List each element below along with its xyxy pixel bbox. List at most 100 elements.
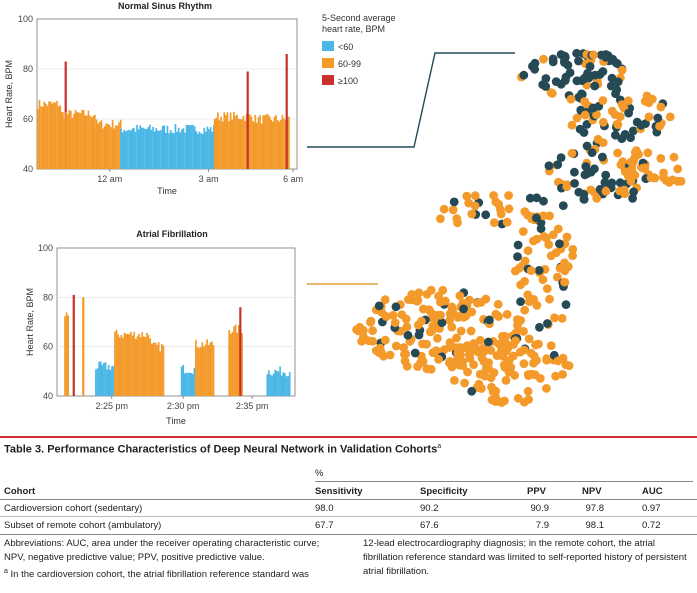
hr-bar	[184, 132, 186, 169]
scatter-point-af	[626, 176, 636, 186]
hr-bar	[189, 125, 191, 169]
scatter-point-af	[436, 214, 445, 224]
hr-bar	[187, 125, 190, 169]
scatter-point-nsr	[437, 318, 447, 328]
hr-bar	[185, 124, 188, 169]
scatter-point-af	[502, 310, 512, 319]
footnote-a-sup: a	[4, 568, 8, 575]
scatter-point-af	[489, 218, 499, 228]
row2-sensitivity: 67.7	[315, 520, 334, 531]
scatter-point-af	[542, 354, 552, 363]
hr-bar	[270, 119, 273, 169]
chart2-gridlines	[57, 296, 295, 348]
legend-label-high: ≥100	[338, 76, 358, 86]
hr-bar	[269, 374, 272, 396]
scatter-point-af	[644, 98, 654, 108]
hr-bar	[249, 114, 251, 169]
hr-bar	[221, 121, 224, 169]
scatter-point-af	[589, 50, 598, 60]
hr-bar	[46, 105, 49, 169]
hr-bar	[165, 132, 167, 169]
scatter-point-af	[380, 335, 390, 345]
scatter-point-af	[523, 246, 533, 256]
scatter-point-nsr	[410, 348, 420, 358]
hr-bar	[121, 132, 124, 169]
hr-bar	[120, 334, 123, 396]
hr-bar	[99, 121, 101, 169]
scatter-point-nsr	[561, 300, 571, 309]
scatter-point-af	[620, 167, 630, 177]
scatter-point-nsr	[572, 48, 581, 58]
chart1-y-label: Heart Rate, BPM	[4, 60, 14, 128]
hr-bar	[272, 121, 274, 169]
hr-bar	[272, 373, 275, 396]
scatter-point-af	[563, 262, 573, 271]
hr-bar	[109, 369, 112, 396]
hr-bar	[203, 346, 205, 396]
footnote-a-line2: 12-lead electrocardiography diagnosis; i…	[363, 538, 656, 549]
hr-bar	[155, 128, 158, 169]
hr-bar	[131, 335, 134, 396]
scatter-point-af	[628, 157, 638, 167]
scatter-point-nsr	[539, 196, 548, 206]
hr-bar	[168, 133, 170, 169]
chart1-bars	[37, 54, 290, 169]
scatter-point-nsr	[601, 170, 611, 180]
hr-bar	[131, 128, 134, 169]
hr-bar	[203, 127, 206, 169]
hr-bar	[95, 369, 97, 396]
hr-bar	[111, 366, 113, 396]
hr-bar	[225, 115, 227, 169]
scatter-point-nsr	[606, 81, 616, 91]
hr-bar	[156, 344, 158, 396]
scatter-point-af	[524, 334, 534, 344]
scatter-point-af	[497, 398, 506, 407]
y-tick-label: 100	[38, 243, 53, 253]
scatter-point-af	[562, 232, 572, 242]
hr-bar	[208, 129, 210, 169]
legend-title-line1: 5-Second average	[322, 13, 396, 23]
scatter-point-af	[620, 189, 630, 199]
hr-bar	[260, 123, 263, 169]
hr-bar	[279, 366, 281, 396]
scatter-point-af	[447, 362, 457, 372]
scatter-point-nsr	[587, 148, 597, 158]
scatter-point-nsr	[556, 79, 566, 89]
scatter-point-af	[561, 360, 571, 370]
hr-bar	[123, 332, 126, 396]
scatter-point-af	[646, 173, 656, 183]
scatter-point-af	[501, 345, 510, 355]
scatter-point-nsr	[485, 315, 494, 325]
hr-bar	[250, 116, 253, 169]
table-top-rule	[0, 436, 697, 438]
scatter-point-af	[460, 378, 469, 388]
scatter-point-nsr	[579, 128, 589, 137]
scatter-point-af	[580, 110, 590, 120]
scatter-point-af	[520, 305, 530, 315]
legend-swatch-high	[322, 75, 334, 85]
x-tick-label: 3 am	[199, 174, 219, 184]
hr-bar	[193, 126, 196, 169]
hr-spike-bar	[72, 294, 75, 396]
hr-bar	[149, 124, 151, 169]
hr-bar	[231, 119, 234, 169]
scatter-point-af	[469, 360, 478, 370]
scatter-point-nsr	[449, 197, 459, 207]
y-tick-label: 60	[43, 342, 53, 352]
hr-bar	[218, 120, 221, 169]
hr-bar	[277, 371, 280, 396]
scatter-point-nsr	[560, 58, 569, 67]
scatter-point-af	[447, 302, 457, 312]
hr-bar	[185, 372, 188, 396]
hr-bar	[266, 374, 269, 396]
hr-bar	[233, 111, 235, 169]
hr-bar	[57, 106, 60, 169]
scatter-point-af	[560, 277, 569, 287]
hr-bar	[162, 345, 165, 396]
hr-bar	[130, 331, 132, 396]
percent-label: %	[315, 468, 324, 479]
hr-bar	[68, 109, 71, 169]
chart1-x-ticks: 12 am 3 am 6 am	[97, 169, 303, 184]
hr-bar	[99, 361, 102, 396]
hr-bar	[274, 369, 277, 396]
